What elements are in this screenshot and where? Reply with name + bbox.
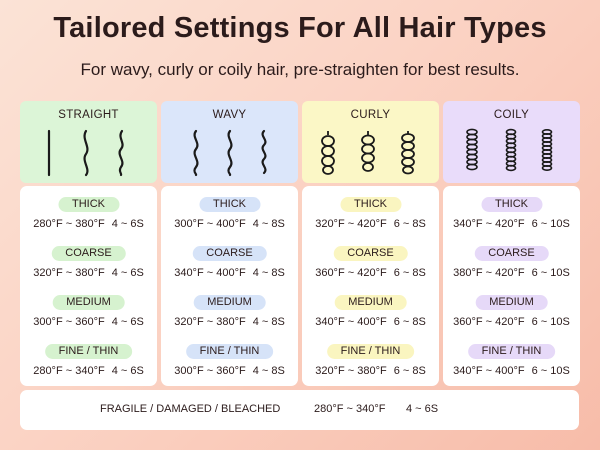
setting-values: 340°F ~ 400°F 4 ~ 8S	[161, 267, 298, 279]
time-range: 6 ~ 10S	[531, 218, 570, 230]
straight-hair-icon	[47, 129, 124, 177]
time-range: 4 ~ 6S	[111, 316, 144, 328]
time-range: 6 ~ 8S	[393, 365, 426, 377]
setting-values: 280°F ~ 380°F 4 ~ 6S	[20, 218, 157, 230]
temperature-range: 320°F ~ 420°F	[315, 218, 387, 230]
fragile-hair-label: FRAGILE / DAMAGED / BLEACHED	[100, 403, 281, 415]
column-header-coily: COILY	[443, 101, 580, 183]
hair-texture-tag: COARSE	[192, 246, 267, 261]
time-range: 6 ~ 10S	[531, 365, 570, 377]
wavy-hair-icon	[193, 129, 267, 177]
setting-values: 340°F ~ 420°F 6 ~ 10S	[443, 218, 580, 230]
temperature-range: 320°F ~ 380°F	[33, 267, 105, 279]
column-header-label: COILY	[493, 109, 530, 121]
hair-texture-tag: MEDIUM	[334, 295, 407, 310]
hair-texture-tag: COARSE	[474, 246, 549, 261]
temperature-range: 300°F ~ 360°F	[33, 316, 105, 328]
temperature-range: 340°F ~ 400°F	[453, 365, 525, 377]
temperature-range: 380°F ~ 420°F	[453, 267, 525, 279]
setting-values: 360°F ~ 420°F 6 ~ 8S	[302, 267, 439, 279]
curly-hair-icon	[321, 131, 415, 175]
column-header-label: CURLY	[350, 109, 391, 121]
setting-values: 320°F ~ 420°F 6 ~ 8S	[302, 218, 439, 230]
time-range: 6 ~ 10S	[531, 316, 570, 328]
setting-values: 340°F ~ 400°F 6 ~ 10S	[443, 365, 580, 377]
setting-values: 380°F ~ 420°F 6 ~ 10S	[443, 267, 580, 279]
temperature-range: 340°F ~ 400°F	[315, 316, 387, 328]
coily-hair-icon	[466, 128, 553, 172]
setting-values: 300°F ~ 360°F 4 ~ 6S	[20, 316, 157, 328]
hair-texture-tag: MEDIUM	[193, 295, 266, 310]
hair-texture-tag: THICK	[199, 197, 260, 212]
temperature-range: 320°F ~ 380°F	[315, 365, 387, 377]
hair-texture-tag: FINE / THIN	[467, 344, 556, 359]
page-subtitle: For wavy, curly or coily hair, pre-strai…	[80, 60, 520, 79]
hair-texture-tag: THICK	[58, 197, 119, 212]
column-header-label: STRAIGHT	[58, 109, 119, 121]
hair-texture-tag: FINE / THIN	[44, 344, 133, 359]
temperature-range: 340°F ~ 400°F	[174, 267, 246, 279]
page-title: Tailored Settings For All Hair Types	[53, 12, 547, 44]
setting-values: 320°F ~ 380°F 4 ~ 8S	[161, 316, 298, 328]
column-header-wavy: WAVY	[161, 101, 298, 183]
setting-values: 280°F ~ 340°F 4 ~ 6S	[20, 365, 157, 377]
time-range: 6 ~ 8S	[393, 267, 426, 279]
fragile-hair-temp: 280°F ~ 340°F	[314, 403, 386, 415]
temperature-range: 300°F ~ 400°F	[174, 218, 246, 230]
setting-values: 300°F ~ 360°F 4 ~ 8S	[161, 365, 298, 377]
time-range: 4 ~ 8S	[252, 365, 285, 377]
setting-values: 320°F ~ 380°F 4 ~ 6S	[20, 267, 157, 279]
setting-values: 340°F ~ 400°F 6 ~ 8S	[302, 316, 439, 328]
hair-texture-tag: FINE / THIN	[326, 344, 415, 359]
temperature-range: 320°F ~ 380°F	[174, 316, 246, 328]
column-header-label: WAVY	[212, 109, 247, 121]
hair-texture-tag: COARSE	[51, 246, 126, 261]
hair-texture-tag: THICK	[340, 197, 401, 212]
hair-texture-tag: THICK	[481, 197, 542, 212]
hair-texture-tag: MEDIUM	[52, 295, 125, 310]
hair-texture-tag: MEDIUM	[475, 295, 548, 310]
time-range: 6 ~ 8S	[393, 218, 426, 230]
time-range: 4 ~ 8S	[252, 267, 285, 279]
settings-card-wavy: THICK 300°F ~ 400°F 4 ~ 8S COARSE 340°F ~ 40…	[161, 186, 298, 386]
temperature-range: 360°F ~ 420°F	[453, 316, 525, 328]
time-range: 4 ~ 8S	[252, 218, 285, 230]
fragile-hair-row: FRAGILE / DAMAGED / BLEACHED 280°F ~ 340…	[20, 390, 579, 430]
settings-card-coily: THICK 340°F ~ 420°F 6 ~ 10S COARSE 380°F ~ 4…	[443, 186, 580, 386]
column-header-straight: STRAIGHT	[20, 101, 157, 183]
setting-values: 300°F ~ 400°F 4 ~ 8S	[161, 218, 298, 230]
settings-card-straight: THICK 280°F ~ 380°F 4 ~ 6S COARSE 320°F ~ 38…	[20, 186, 157, 386]
column-header-curly: CURLY	[302, 101, 439, 183]
time-range: 4 ~ 6S	[111, 365, 144, 377]
time-range: 6 ~ 8S	[393, 316, 426, 328]
settings-card-curly: THICK 320°F ~ 420°F 6 ~ 8S COARSE 360°F ~ 42…	[302, 186, 439, 386]
time-range: 6 ~ 10S	[531, 267, 570, 279]
setting-values: 320°F ~ 380°F 6 ~ 8S	[302, 365, 439, 377]
temperature-range: 360°F ~ 420°F	[315, 267, 387, 279]
temperature-range: 280°F ~ 340°F	[33, 365, 105, 377]
temperature-range: 280°F ~ 380°F	[33, 218, 105, 230]
temperature-range: 300°F ~ 360°F	[174, 365, 246, 377]
temperature-range: 340°F ~ 420°F	[453, 218, 525, 230]
hair-texture-tag: COARSE	[333, 246, 408, 261]
time-range: 4 ~ 8S	[252, 316, 285, 328]
setting-values: 360°F ~ 420°F 6 ~ 10S	[443, 316, 580, 328]
fragile-hair-time: 4 ~ 6S	[406, 403, 439, 415]
time-range: 4 ~ 6S	[111, 267, 144, 279]
hair-texture-tag: FINE / THIN	[185, 344, 274, 359]
time-range: 4 ~ 6S	[111, 218, 144, 230]
